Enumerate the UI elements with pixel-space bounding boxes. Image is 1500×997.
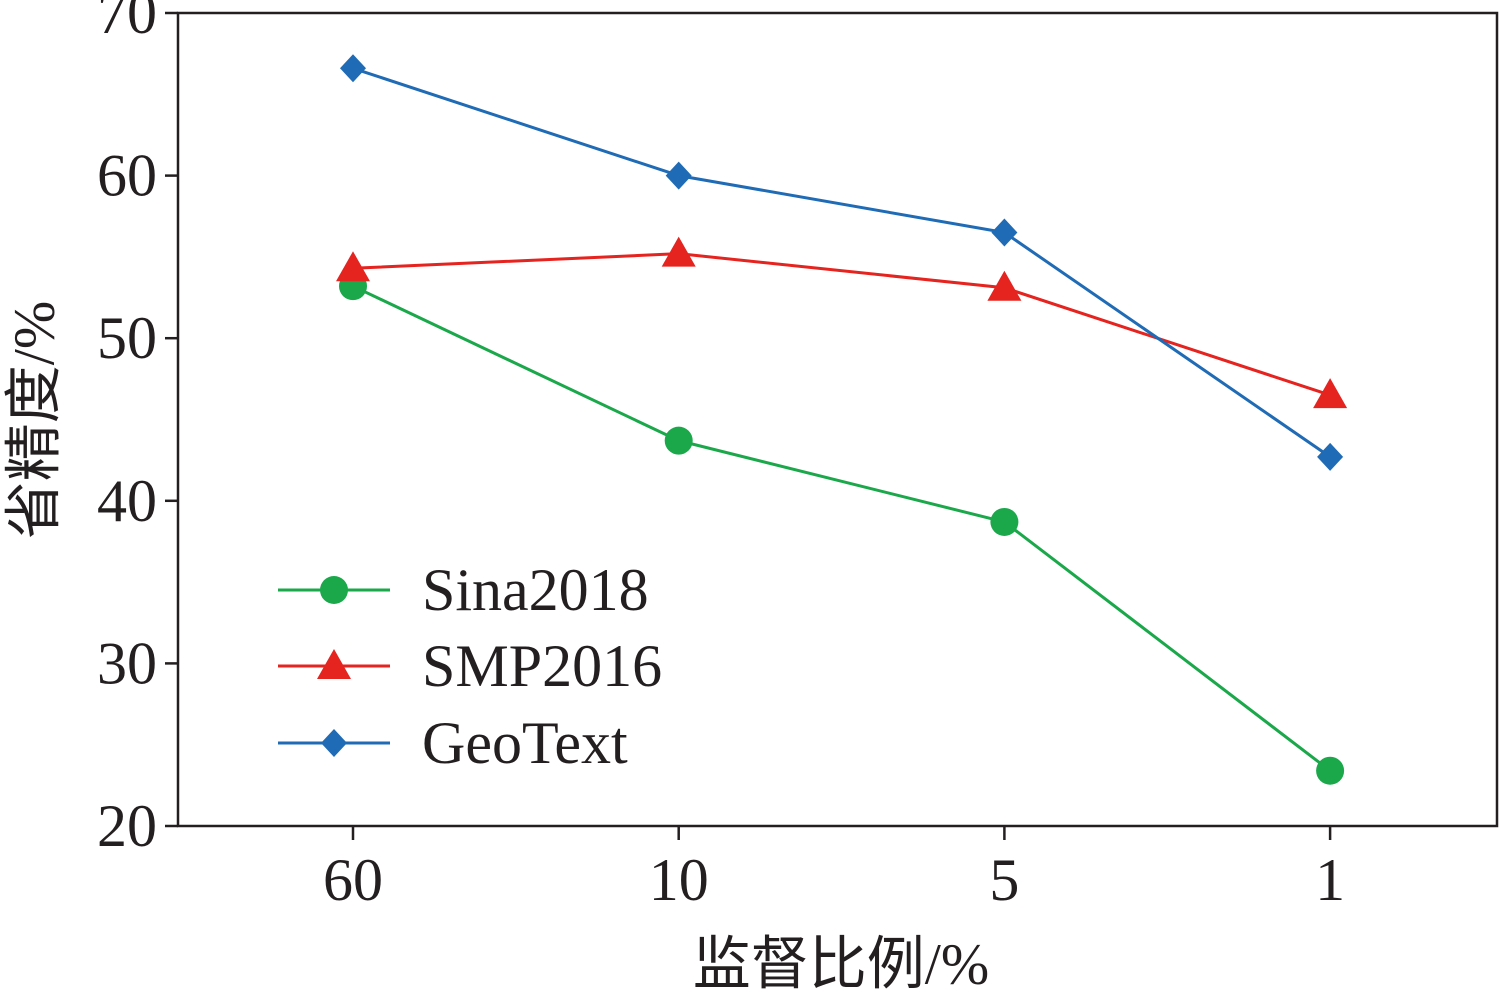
data-point-smp2016-1 [1313, 378, 1348, 409]
legend-item-sina2018: Sina2018 [278, 557, 649, 623]
series-layer [336, 54, 1348, 785]
series-line-sina2018 [352, 284, 1332, 772]
y-tick-label-20: 20 [97, 793, 157, 859]
y-tick-label-70: 70 [97, 0, 157, 46]
x-axis-label: 监督比例/% [693, 932, 989, 997]
data-point-geotext-10 [665, 161, 692, 190]
legend-marker [317, 649, 351, 679]
data-point-sina2018-5 [990, 507, 1019, 536]
y-tick-label-60: 60 [97, 143, 157, 209]
data-point-sina2018-10 [664, 426, 693, 455]
legend: Sina2018 SMP2016 GeoText [278, 557, 662, 776]
legend-item-geotext: GeoText [278, 710, 628, 776]
legend-label: GeoText [422, 710, 628, 776]
x-tick-label-60: 60 [323, 847, 383, 913]
series-smp2016 [336, 236, 1348, 409]
data-point-smp2016-10 [661, 236, 696, 267]
y-tick-label-40: 40 [97, 468, 157, 534]
series-line-geotext [352, 66, 1331, 459]
y-axis: 70 60 50 40 30 20 [97, 0, 178, 859]
plot-frame [176, 11, 1499, 828]
data-point-geotext-1 [1317, 442, 1344, 471]
data-point-geotext-5 [991, 218, 1018, 247]
data-point-sina2018-1 [1316, 756, 1345, 785]
y-tick-label-50: 50 [97, 305, 157, 371]
x-tick-label-5: 5 [989, 847, 1019, 913]
y-tick-label-30: 30 [97, 630, 157, 696]
series-sina2018 [339, 272, 1345, 785]
series-line-smp2016 [352, 252, 1331, 397]
x-tick-label-10: 10 [649, 847, 709, 913]
data-point-smp2016-60 [336, 251, 370, 282]
x-tick-label-1: 1 [1315, 847, 1345, 913]
series-geotext [340, 54, 1344, 471]
legend-label: SMP2016 [422, 633, 662, 699]
y-axis-label: 省精度/% [2, 301, 67, 539]
data-point-smp2016-5 [987, 270, 1022, 301]
legend-marker [320, 576, 348, 604]
x-axis: 60 10 5 1 [323, 826, 1345, 913]
legend-item-smp2016: SMP2016 [278, 633, 662, 699]
data-point-geotext-60 [340, 54, 366, 83]
legend-marker [321, 729, 347, 757]
legend-label: Sina2018 [422, 557, 649, 623]
